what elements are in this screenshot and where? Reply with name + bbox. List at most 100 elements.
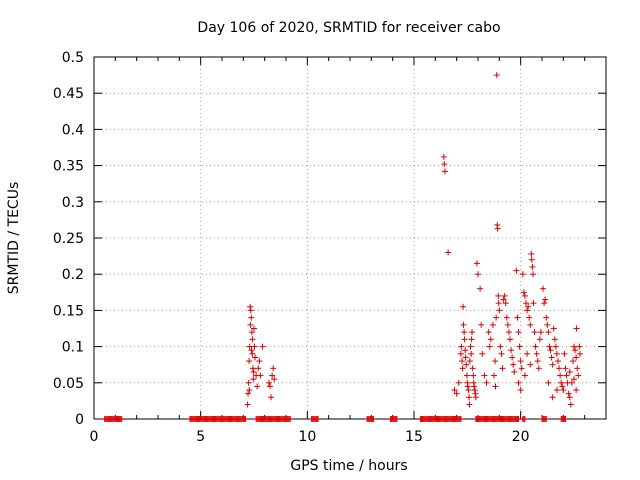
data-point <box>489 321 496 328</box>
data-point <box>572 347 579 354</box>
data-point <box>492 383 499 390</box>
data-point <box>462 354 469 361</box>
data-point <box>516 343 523 350</box>
data-point <box>527 361 534 368</box>
data-point <box>254 383 261 390</box>
data-point <box>477 285 484 292</box>
data-point <box>563 372 570 379</box>
data-point <box>533 350 540 357</box>
y-tick-label: 0.1 <box>62 340 84 356</box>
data-point <box>544 321 551 328</box>
data-point <box>514 314 521 321</box>
data-point <box>529 263 536 270</box>
data-point <box>257 372 264 379</box>
data-point <box>558 379 565 386</box>
data-point <box>463 361 470 368</box>
y-tick-label: 0.25 <box>53 231 84 247</box>
data-point <box>530 300 537 307</box>
data-point <box>249 336 256 343</box>
y-tick-label: 0.35 <box>53 159 84 175</box>
x-axis-label: GPS time / hours <box>290 458 407 474</box>
data-point <box>510 361 517 368</box>
data-point <box>467 343 474 350</box>
data-point <box>249 365 256 372</box>
y-tick-label: 0.15 <box>53 303 84 319</box>
data-point <box>556 365 563 372</box>
data-point <box>475 271 481 278</box>
data-point <box>517 387 524 394</box>
data-point <box>466 401 473 408</box>
data-point <box>460 321 467 328</box>
data-point <box>553 350 560 357</box>
data-point <box>545 379 552 386</box>
data-point <box>513 267 520 274</box>
data-point <box>508 347 515 354</box>
data-point <box>487 336 494 343</box>
data-point <box>551 336 558 343</box>
data-point <box>576 350 583 357</box>
data-point <box>501 292 508 299</box>
data-series <box>101 72 583 422</box>
data-point <box>466 358 473 365</box>
y-tick-label: 0.5 <box>62 50 84 66</box>
data-point <box>269 372 276 379</box>
data-point <box>265 379 272 386</box>
data-point <box>549 394 556 401</box>
data-point <box>495 292 502 299</box>
data-point <box>451 387 458 394</box>
data-point <box>245 379 252 386</box>
data-point <box>550 325 557 332</box>
data-point <box>271 376 278 383</box>
data-point <box>552 343 559 350</box>
data-point <box>453 390 460 397</box>
data-point <box>251 325 257 332</box>
y-tick-label: 0.2 <box>62 267 84 283</box>
data-point <box>491 372 497 379</box>
data-point <box>493 72 500 79</box>
data-point <box>497 343 504 350</box>
data-point <box>471 383 478 390</box>
data-point <box>464 383 471 390</box>
y-axis-label: SRMTID / TECUs <box>6 182 22 295</box>
data-point <box>268 394 275 401</box>
data-point <box>458 343 465 350</box>
data-point <box>530 271 537 278</box>
data-point <box>478 321 485 328</box>
data-point <box>247 303 254 310</box>
data-point <box>250 368 257 375</box>
data-point <box>524 350 531 357</box>
data-point <box>566 394 573 401</box>
data-point <box>566 368 573 375</box>
x-tick-label: 0 <box>90 429 99 445</box>
data-point <box>255 365 262 372</box>
data-point <box>540 285 547 292</box>
data-point <box>524 307 531 314</box>
data-point <box>557 372 564 379</box>
data-point <box>250 376 257 383</box>
data-point <box>543 314 550 321</box>
data-point <box>541 300 548 307</box>
data-point <box>521 292 528 299</box>
data-point <box>536 336 543 343</box>
data-point <box>248 329 255 336</box>
data-point <box>525 303 532 310</box>
data-point <box>494 225 501 232</box>
data-point <box>462 347 469 354</box>
data-point <box>515 379 522 386</box>
data-point <box>245 390 252 397</box>
data-point <box>461 329 468 336</box>
data-point <box>528 256 535 263</box>
data-point <box>251 343 258 350</box>
data-point <box>517 358 524 365</box>
data-point <box>246 387 253 394</box>
data-point <box>441 168 448 175</box>
data-point <box>270 365 277 372</box>
data-point <box>468 350 475 357</box>
data-point <box>526 314 533 321</box>
data-point <box>468 336 475 343</box>
data-point <box>459 365 466 372</box>
data-point <box>244 401 251 408</box>
data-point <box>571 376 577 383</box>
data-point <box>470 372 477 379</box>
